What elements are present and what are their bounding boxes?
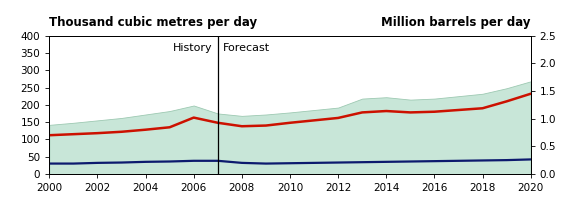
Text: Million barrels per day: Million barrels per day <box>381 16 531 29</box>
Text: Thousand cubic metres per day: Thousand cubic metres per day <box>49 16 258 29</box>
Text: History: History <box>173 43 213 53</box>
Text: Forecast: Forecast <box>223 43 270 53</box>
